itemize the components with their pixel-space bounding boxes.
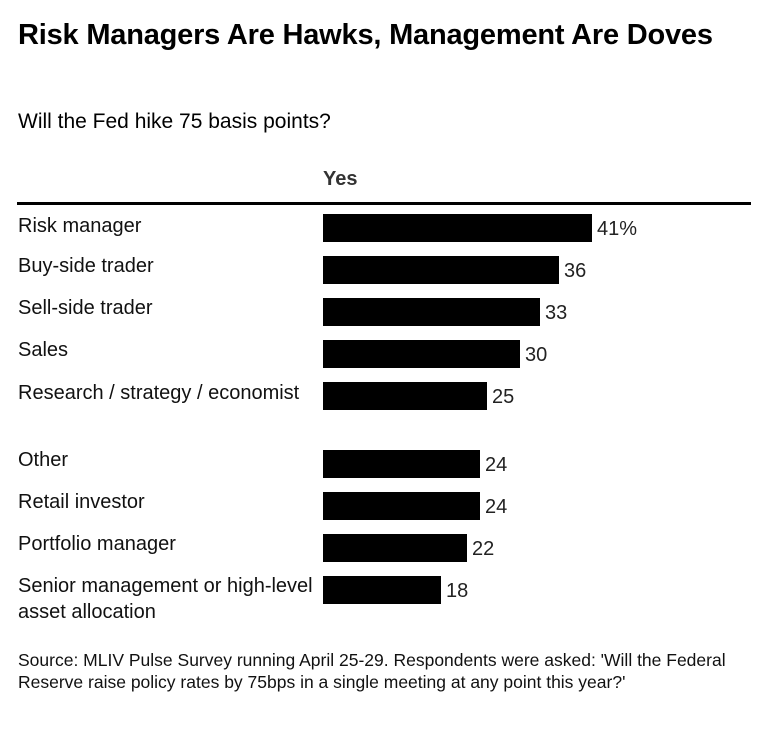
- bar: [323, 214, 592, 242]
- bar: [323, 298, 540, 326]
- value-label: 22: [472, 538, 495, 560]
- bar: [323, 576, 441, 604]
- category-label: Senior management or high-level asset al…: [18, 575, 313, 623]
- bar: [323, 492, 480, 520]
- category-label: Sell-side trader: [18, 297, 153, 319]
- value-label: 25: [492, 386, 515, 408]
- column-header: Yes: [323, 168, 358, 190]
- bar: [323, 450, 480, 478]
- value-label: 41%: [597, 218, 638, 240]
- category-label: Portfolio manager: [18, 533, 176, 555]
- bar: [323, 340, 520, 368]
- category-label: Sales: [18, 339, 69, 361]
- bar: [323, 256, 559, 284]
- value-label: 24: [485, 496, 508, 518]
- value-label: 30: [525, 344, 548, 366]
- chart-title: Risk Managers Are Hawks, Management Are …: [18, 19, 713, 51]
- chart-subtitle: Will the Fed hike 75 basis points?: [18, 110, 331, 133]
- source-note: Source: MLIV Pulse Survey running April …: [18, 650, 726, 692]
- category-label: Retail investor: [18, 491, 145, 513]
- value-label: 33: [545, 302, 568, 324]
- category-label: Buy-side trader: [18, 255, 154, 277]
- value-label: 36: [564, 260, 587, 282]
- category-label: Other: [18, 449, 69, 471]
- bar: [323, 382, 487, 410]
- value-label: 18: [446, 580, 469, 602]
- category-label: Research / strategy / economist: [18, 382, 300, 404]
- header-rule: [17, 202, 751, 205]
- value-label: 24: [485, 454, 508, 476]
- category-label: Risk manager: [18, 215, 142, 237]
- bar: [323, 534, 467, 562]
